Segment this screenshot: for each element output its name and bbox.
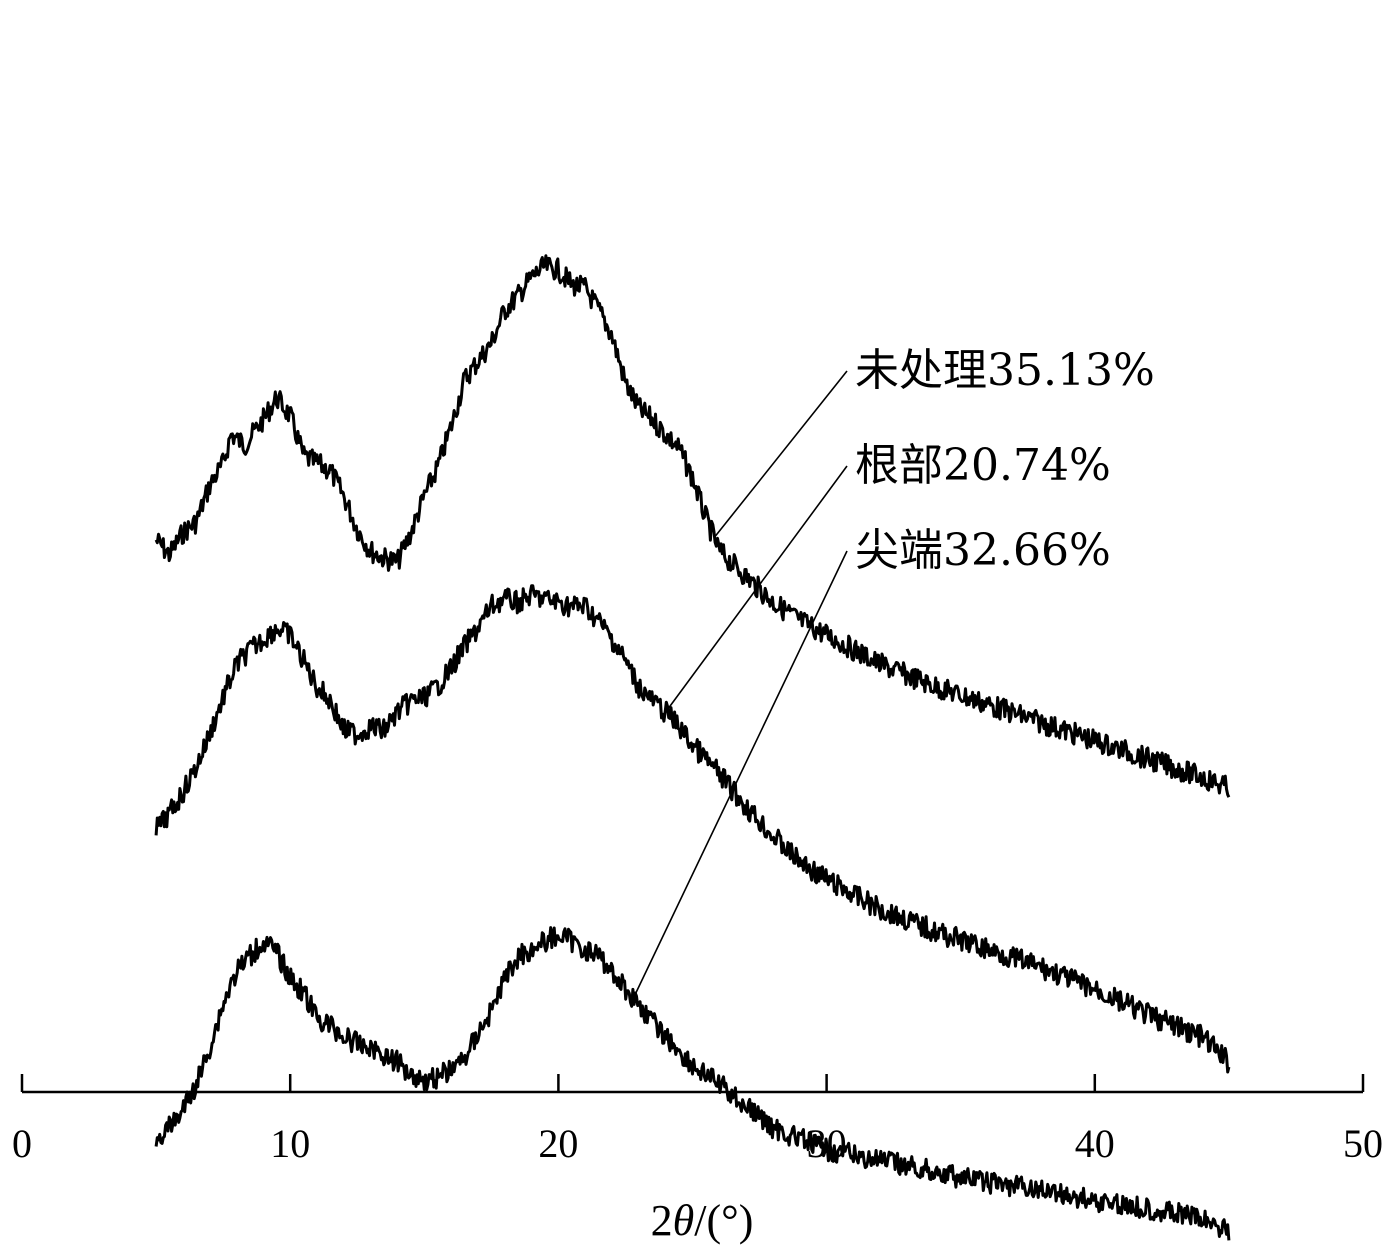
x-axis-title-suffix: /(°) <box>694 1196 753 1245</box>
x-tick-label: 30 <box>807 1121 847 1166</box>
annotation-leader-3 <box>632 550 848 999</box>
x-axis-title-prefix: 2 <box>651 1196 673 1245</box>
series-label-2: 根部20.74% <box>855 440 1111 491</box>
series-line-3 <box>154 926 1231 1241</box>
series-annotations: 未处理35.13% 根部20.74% 尖端32.66% <box>632 345 1155 999</box>
series-line-2 <box>154 584 1231 1074</box>
series-label-1: 未处理35.13% <box>855 345 1155 396</box>
annotation-leader-1 <box>713 370 848 539</box>
x-axis-title-theta: θ <box>673 1196 695 1245</box>
x-tick-label: 50 <box>1343 1121 1383 1166</box>
x-tick-label: 0 <box>12 1121 32 1166</box>
series-line-1 <box>154 254 1231 798</box>
x-tick-label: 10 <box>270 1121 310 1166</box>
x-ticks: 0 10 20 30 40 50 <box>12 1074 1383 1166</box>
annotation-leader-2 <box>665 465 848 713</box>
x-tick-label: 20 <box>538 1121 578 1166</box>
x-axis-title: 2θ/(°) <box>651 1196 754 1245</box>
x-axis: 0 10 20 30 40 50 <box>12 1074 1383 1166</box>
plot-area <box>154 254 1231 1241</box>
series-label-3: 尖端32.66% <box>855 525 1111 576</box>
x-tick-label: 40 <box>1075 1121 1115 1166</box>
